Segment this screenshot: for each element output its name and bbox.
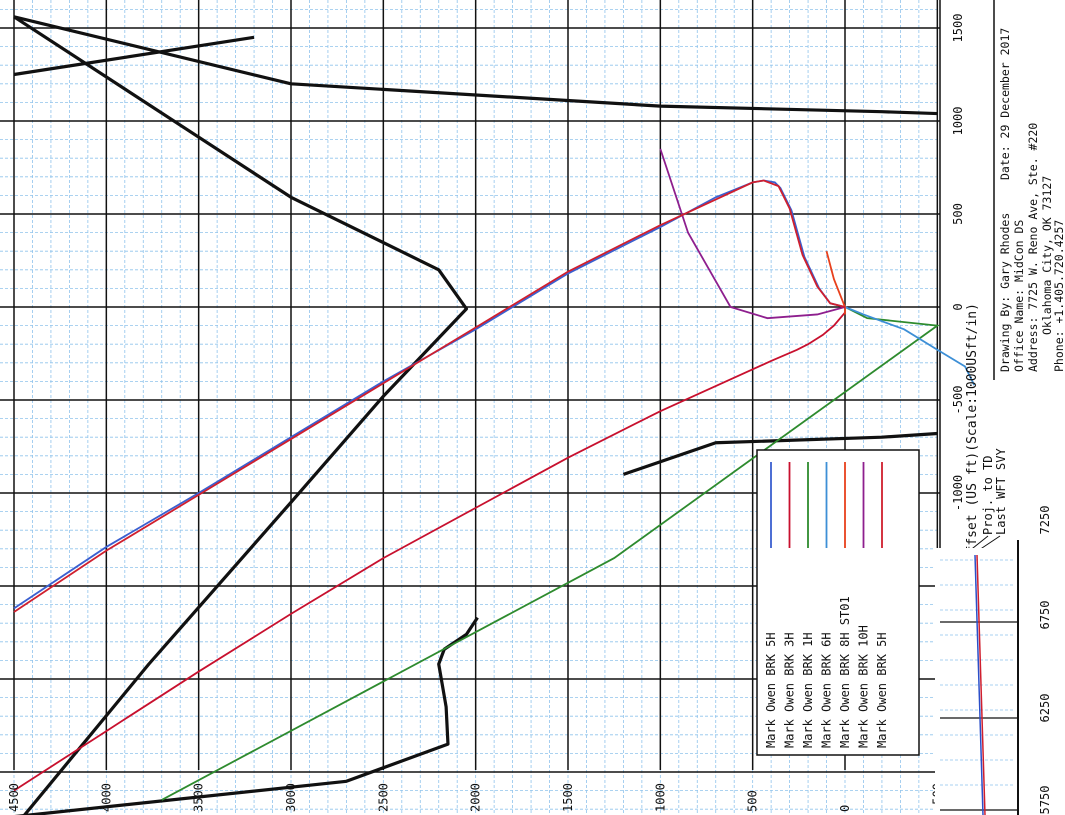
office-name-text: Office Name: MidCon DS — [1012, 220, 1026, 372]
x-tick-label: 500 — [746, 790, 760, 812]
drawing-info-block: Drawing By: Gary Rhodes Office Name: Mid… — [994, 0, 1065, 380]
x-tick-label: 2500 — [376, 783, 390, 812]
y-tick-label: -1000 — [951, 475, 965, 511]
x-tick-label: 2000 — [469, 783, 483, 812]
address-text: Address: 7725 W. Reno Ave, Ste. #220 — [1026, 123, 1040, 372]
x-tick-label: 4500 — [7, 783, 21, 812]
x-tick-label: 4000 — [99, 783, 113, 812]
y-tick-label: 500 — [951, 203, 965, 225]
y-tick-label: 1000 — [951, 107, 965, 136]
legend-entry-label: Mark Owen BRK 5H — [764, 632, 778, 748]
inset-tick-label: 7250 — [1038, 506, 1052, 535]
inset-tick-label: 5750 — [1038, 786, 1052, 815]
profile-inset: 5750 6250 6750 7250 — [935, 506, 1052, 815]
y-tick-label: 1500 — [951, 14, 965, 43]
y-tick-label: -500 — [951, 386, 965, 415]
x-tick-label: 0 — [838, 805, 852, 812]
x-tick-label: 1000 — [653, 783, 667, 812]
legend-entry-label: Mark Owen BRK 8H ST01 — [838, 596, 852, 748]
x-tick-label: 3500 — [192, 783, 206, 812]
series-line-7 — [14, 181, 845, 613]
series-line-2 — [14, 313, 845, 791]
boundary-line — [14, 17, 466, 815]
legend-entry-label: Mark Owen BRK 3H — [783, 632, 797, 748]
legend-entry-label: Mark Owen BRK 10H — [857, 625, 871, 748]
legend-entry-label: Mark Owen BRK 6H — [820, 632, 834, 748]
series-line-1 — [14, 181, 845, 609]
drawing-by-text: Drawing By: Gary Rhodes — [998, 213, 1012, 372]
legend-entry-label: Mark Owen BRK 1H — [801, 632, 815, 748]
x-tick-label: 1500 — [561, 783, 575, 812]
date-text: Date: 29 December 2017 — [998, 28, 1012, 180]
y-axis-title: E.Offset (US ft)(Scale:1000USft/in) — [965, 303, 980, 577]
y-tick-label: 0 — [951, 303, 965, 310]
inset-tick-labels: 5750 6250 6750 7250 — [1038, 506, 1052, 815]
inset-tick-label: 6250 — [1038, 694, 1052, 723]
legend: Mark Owen BRK 5H Mark Owen BRK 3H Mark Owe… — [757, 450, 919, 755]
phone-text: Phone: +1.405.720.4257 — [1052, 220, 1065, 372]
x-tick-label: 3000 — [284, 783, 298, 812]
boundary-line — [14, 37, 254, 74]
proj-to-td-label: Proj. to TD — [981, 456, 995, 535]
last-wft-svy-label: Last WFT SVY — [994, 448, 1008, 535]
legend-entry-label: Mark Owen BRK 5H — [875, 632, 889, 748]
inset-tick-label: 6750 — [1038, 601, 1052, 630]
